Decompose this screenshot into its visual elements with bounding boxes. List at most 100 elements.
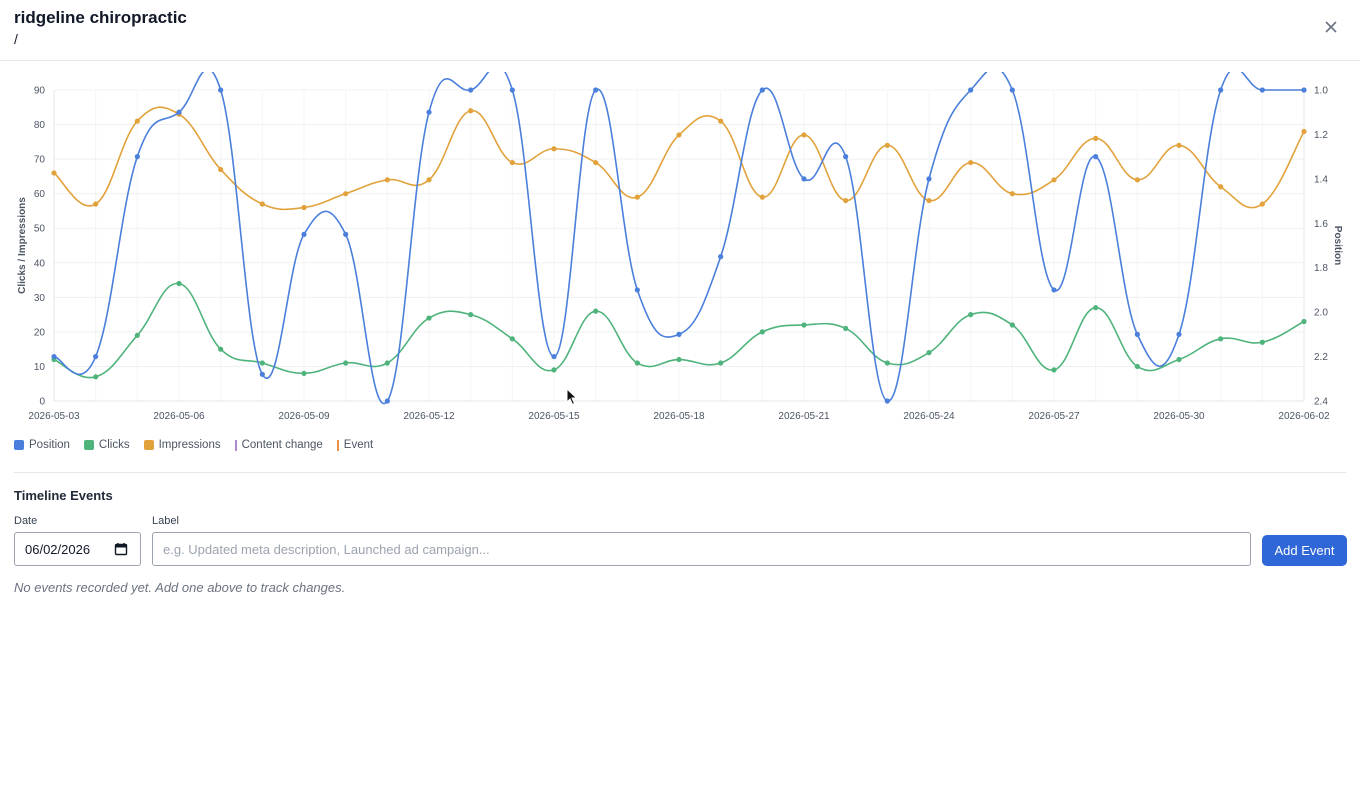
data-point-position [968, 87, 974, 93]
x-tick-label: 2026-05-03 [28, 411, 80, 422]
legend-item[interactable]: Event [336, 439, 373, 451]
legend-label: Position [29, 439, 70, 451]
legend-swatch [143, 440, 154, 450]
data-point-position [134, 154, 140, 160]
data-point-impressions [468, 108, 474, 114]
y-left-tick-label: 60 [34, 189, 46, 200]
data-point-position [426, 109, 432, 115]
data-point-position [301, 231, 307, 237]
data-point-position [1134, 331, 1140, 337]
data-point-clicks [1051, 367, 1057, 373]
empty-events-message: No events recorded yet. Add one above to… [14, 580, 346, 595]
legend-line-marker [234, 439, 237, 451]
data-point-clicks [301, 370, 307, 376]
data-point-impressions [676, 132, 682, 138]
modal-header: ridgeline chiropractic / [0, 0, 1360, 61]
data-point-impressions [968, 159, 974, 166]
data-point-impressions [1009, 191, 1015, 197]
legend-item[interactable]: Impressions [143, 439, 221, 451]
data-point-impressions [259, 201, 265, 207]
data-point-position [51, 353, 57, 360]
data-point-position [926, 176, 932, 182]
data-point-clicks [1176, 356, 1182, 363]
data-point-clicks [843, 325, 849, 332]
x-tick-label: 2026-06-02 [1278, 411, 1330, 422]
data-point-clicks [1134, 363, 1140, 370]
x-tick-label: 2026-05-27 [1028, 411, 1080, 422]
x-tick-label: 2026-05-12 [403, 411, 455, 422]
mouse-cursor-icon [566, 388, 578, 406]
label-label: Label [152, 515, 179, 527]
x-tick-label: 2026-05-30 [1153, 411, 1205, 422]
data-point-clicks [343, 360, 349, 366]
data-point-clicks [1009, 322, 1015, 328]
data-point-clicks [676, 356, 682, 363]
legend-swatch [83, 440, 94, 450]
data-point-impressions [1301, 128, 1307, 135]
y-left-tick-label: 90 [34, 86, 46, 97]
legend-item[interactable]: Content change [234, 439, 323, 451]
data-point-impressions [384, 177, 390, 183]
y-left-tick-label: 20 [34, 327, 46, 338]
data-point-position [259, 371, 265, 377]
data-point-position [759, 87, 765, 93]
data-point-impressions [551, 146, 557, 152]
data-point-impressions [1176, 142, 1182, 148]
data-point-impressions [843, 197, 849, 204]
data-point-impressions [884, 142, 890, 148]
event-label-input[interactable] [152, 532, 1251, 566]
x-tick-label: 2026-05-09 [278, 411, 330, 422]
data-point-position [176, 109, 182, 115]
legend-label: Impressions [158, 439, 221, 451]
data-point-position [1093, 154, 1099, 160]
data-point-clicks [218, 346, 224, 352]
legend-line-marker [336, 439, 339, 451]
data-point-clicks [1093, 305, 1099, 311]
data-point-position [509, 87, 515, 93]
data-point-clicks [1218, 336, 1224, 342]
date-value: 06/02/2026 [25, 541, 91, 557]
close-button[interactable] [1320, 16, 1342, 38]
data-point-position [468, 87, 474, 93]
chart-svg: 0 10 20 30 40 50 60 70 80 90 1.0 1.2 1.4 1.6 1.8 2.0 2.2… [17, 64, 1343, 422]
data-point-position [676, 331, 682, 337]
data-point-position [1176, 331, 1182, 337]
legend-item[interactable]: Position [14, 439, 70, 451]
y-left-tick-label: 50 [34, 224, 46, 235]
data-point-impressions [801, 132, 807, 138]
data-point-position [843, 154, 849, 160]
data-point-impressions [1218, 184, 1224, 190]
legend-item[interactable]: Clicks [83, 439, 130, 451]
chart-legend: Position Clicks Impressions Content change E… [14, 437, 387, 453]
data-point-clicks [884, 360, 890, 366]
calendar-icon[interactable] [110, 541, 132, 557]
data-point-position [801, 176, 807, 182]
data-point-position [1051, 287, 1057, 293]
y-right-tick-label: 1.2 [1314, 130, 1328, 141]
data-point-clicks [801, 322, 807, 328]
timeline-events-title: Timeline Events [14, 488, 113, 503]
legend-swatch [14, 440, 24, 450]
x-tick-label: 2026-05-21 [778, 411, 830, 422]
data-point-impressions [634, 194, 640, 200]
data-point-impressions [343, 191, 349, 197]
data-point-position [634, 287, 640, 293]
data-point-impressions [926, 197, 932, 204]
data-point-clicks [93, 374, 99, 380]
data-point-clicks [426, 315, 432, 321]
data-point-impressions [218, 166, 224, 173]
data-point-position [1259, 87, 1265, 93]
data-point-impressions [134, 118, 140, 124]
data-point-clicks [551, 367, 557, 373]
data-point-impressions [1093, 135, 1099, 141]
data-point-clicks [509, 336, 515, 342]
data-point-position [593, 87, 599, 93]
date-input[interactable]: 06/02/2026 [14, 532, 141, 566]
data-point-position [884, 398, 890, 404]
data-point-clicks [176, 280, 182, 287]
add-event-button[interactable]: Add Event [1262, 535, 1347, 566]
y-right-tick-label: 2.2 [1314, 352, 1328, 363]
data-point-clicks [718, 360, 724, 366]
data-point-impressions [1051, 177, 1057, 183]
data-point-impressions [509, 159, 515, 166]
